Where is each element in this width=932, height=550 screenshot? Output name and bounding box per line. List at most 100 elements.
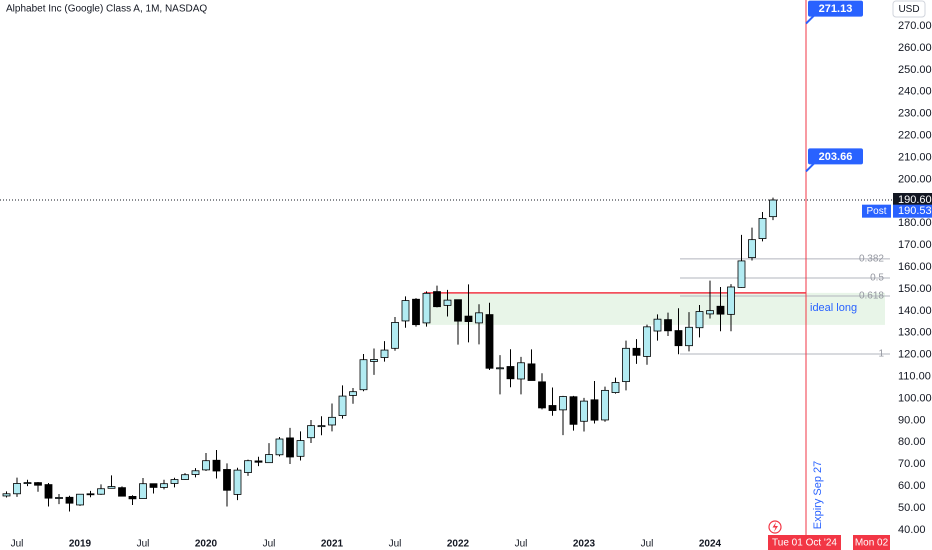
candle-body [632, 347, 641, 356]
x-tick-label: 2020 [195, 539, 218, 550]
post-price-box [893, 204, 932, 218]
date-label: Tue 01 Oct '24 [772, 538, 837, 549]
candle-body [769, 199, 777, 218]
candle-body [254, 460, 263, 463]
candle-body [34, 482, 42, 486]
y-tick-label: 130.00 [898, 327, 932, 339]
candle-body [233, 469, 242, 495]
candle-body [2, 493, 11, 497]
candle-body [349, 391, 357, 396]
candle-body [65, 496, 74, 504]
last-price-box [893, 193, 932, 207]
y-tick-label: 170.00 [898, 239, 932, 251]
candle-body [244, 460, 252, 473]
date-label-box [853, 535, 890, 550]
candle-body [737, 260, 746, 288]
candle-body [359, 359, 368, 391]
x-tick-label: 2024 [699, 539, 722, 550]
candle-body [695, 311, 704, 329]
candle-body [202, 460, 210, 471]
candle-body [653, 318, 662, 332]
candle-body [674, 330, 683, 347]
currency[interactable]: USD [898, 4, 919, 15]
post-price-label: 190.53 [898, 205, 932, 217]
y-tick-label: 140.00 [898, 305, 932, 317]
target-pointer [805, 14, 815, 25]
post-name-box [862, 204, 891, 218]
y-tick-label: 120.00 [898, 349, 932, 361]
x-tick-label: 2019 [69, 539, 92, 550]
x-tick-label: Jul [389, 539, 402, 550]
x-tick-label: 2023 [573, 539, 596, 550]
candle-body [601, 389, 609, 421]
candle-body [464, 315, 473, 322]
candle-body [55, 497, 63, 499]
candle-body [548, 405, 557, 411]
candle-body [590, 399, 599, 421]
candle-body [317, 425, 326, 428]
y-tick-label: 100.00 [898, 392, 932, 404]
target-box [808, 0, 863, 17]
candle-body [485, 314, 494, 369]
candle-body [643, 326, 651, 357]
x-tick-label: 2021 [321, 539, 344, 550]
candle-body [716, 305, 725, 315]
expiry-label: Expiry Sep 27 [812, 461, 824, 529]
candle-body [706, 310, 714, 315]
x-tick-label: Jul [515, 539, 528, 550]
y-tick-label: 60.00 [898, 480, 926, 492]
candle-body [611, 382, 620, 393]
candle-body [160, 483, 168, 488]
candle-body [23, 482, 32, 485]
candle-body [664, 319, 672, 332]
candle-body [97, 488, 105, 495]
x-tick-label: Jul [263, 539, 276, 550]
y-tick-label: 180.00 [898, 217, 932, 229]
y-tick-label: 70.00 [898, 458, 926, 470]
y-tick-label: 240.00 [898, 86, 932, 98]
candle-body [506, 366, 515, 380]
candle-body [44, 484, 53, 499]
candle-body [401, 300, 410, 322]
candle-body [422, 292, 431, 324]
candle-body [443, 299, 452, 306]
candle-body [727, 286, 735, 315]
candle-body [191, 470, 200, 475]
post-name: Post [866, 206, 886, 217]
x-tick-label: Jul [137, 539, 150, 550]
y-tick-label: 230.00 [898, 108, 932, 120]
candle-body [758, 218, 767, 239]
y-tick-label: 90.00 [898, 414, 926, 426]
candle-body [380, 349, 389, 358]
candle-body [370, 359, 378, 362]
candle-body [139, 483, 147, 499]
candle-body [433, 291, 441, 308]
candle-body [622, 347, 630, 383]
candle-body [454, 299, 462, 322]
currency-button[interactable] [892, 0, 926, 18]
candle-body [118, 487, 126, 497]
candle-body [76, 493, 84, 506]
background [0, 199, 892, 355]
y-tick-label: 200.00 [898, 173, 932, 185]
candle-body [748, 239, 756, 259]
candle-body [307, 425, 315, 439]
x-tick-label: 2022 [447, 539, 470, 550]
y-tick-label: 110.00 [898, 370, 931, 382]
candle-body [296, 440, 305, 457]
y-tick-label: 150.00 [898, 283, 932, 295]
date-label: Mon 02 [855, 538, 889, 549]
candle-body [580, 400, 588, 422]
last-price-label: 190.60 [898, 194, 932, 206]
alert-icon[interactable] [768, 520, 782, 534]
candle-body [181, 474, 189, 480]
candle-body [685, 326, 693, 347]
candle-body [13, 483, 21, 495]
candle-body [338, 395, 347, 416]
candle-body [328, 416, 336, 426]
candle-body [412, 298, 420, 326]
candle-body [86, 493, 95, 496]
target-label: 271.13 [819, 3, 853, 15]
